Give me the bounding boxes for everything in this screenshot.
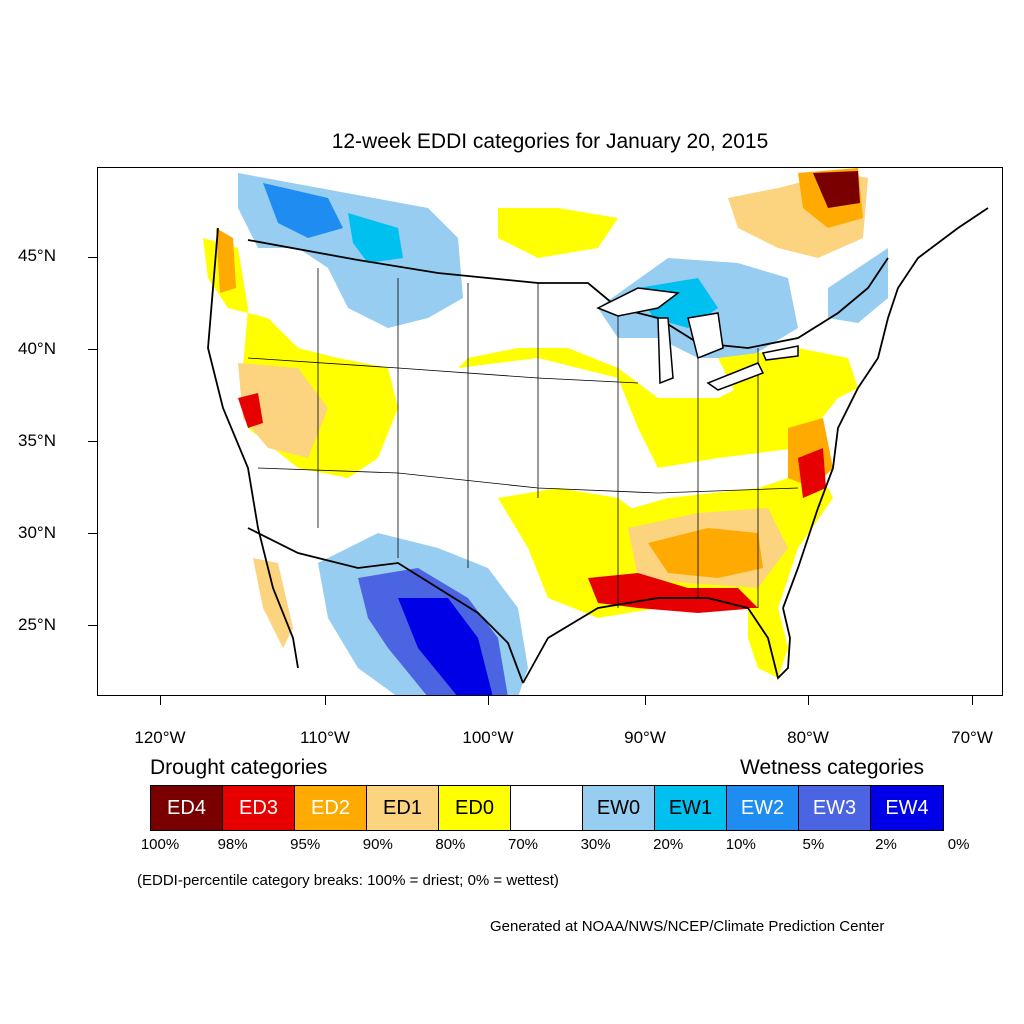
percentile-label: 0%	[947, 836, 970, 853]
legend-swatch-ew4: EW4	[871, 786, 943, 830]
percentile-label: 20%	[653, 836, 684, 853]
lon-tick	[972, 696, 973, 705]
category-legend: ED4 ED3 ED2 ED1 ED0 EW0 EW1 EW2 EW3 EW4	[150, 785, 944, 831]
percentile-label: 30%	[580, 836, 611, 853]
lon-label-120: 120°W	[134, 728, 186, 747]
legend-swatch-ed0: ED0	[439, 786, 511, 830]
drought-region-plains	[458, 348, 838, 468]
great-lakes	[596, 287, 799, 391]
percentile-label: 98%	[217, 836, 248, 853]
percentile-label: 100%	[140, 836, 180, 853]
wetness-heading: Wetness categories	[740, 756, 925, 779]
west-coastline	[207, 227, 299, 669]
percentile-label: 95%	[290, 836, 321, 853]
percentile-label: 10%	[725, 836, 756, 853]
wet-region-texas-deep	[398, 598, 493, 695]
legend-swatch-ed3: ED3	[223, 786, 295, 830]
legend-swatch-ed2: ED2	[295, 786, 367, 830]
wet-region-northwest-core2	[348, 213, 403, 263]
legend-swatch-ew2: EW2	[727, 786, 799, 830]
lat-label-35: 35°N	[18, 431, 56, 450]
lon-tick	[488, 696, 489, 705]
lon-tick	[645, 696, 646, 705]
gulf-coastline	[522, 597, 791, 684]
legend-swatch-neutral	[511, 786, 583, 830]
drought-heading: Drought categories	[150, 756, 328, 779]
wet-region-new-england	[828, 248, 888, 323]
state-lines	[247, 268, 799, 608]
percentile-label: 2%	[875, 836, 897, 853]
legend-swatch-ew3: EW3	[799, 786, 871, 830]
lat-label-45: 45°N	[18, 246, 56, 265]
percentile-label: 80%	[435, 836, 466, 853]
lon-label-100: 100°W	[462, 728, 514, 747]
percentile-label: 70%	[507, 836, 539, 853]
lat-tick	[88, 625, 97, 626]
lake-ontario	[761, 345, 799, 361]
us-mexico-border	[247, 527, 524, 684]
map-canvas	[203, 168, 989, 695]
lon-tick	[325, 696, 326, 705]
wetness-regions	[238, 173, 888, 695]
drought-region-carolina-core	[798, 448, 826, 498]
drought-region-northeast	[718, 348, 858, 408]
lat-label-40: 40°N	[18, 339, 56, 358]
eddi-map	[97, 167, 1003, 696]
lon-label-70: 70°W	[951, 728, 993, 747]
lat-tick	[88, 441, 97, 442]
drought-region-southeast-ed2	[648, 528, 763, 578]
lake-huron	[687, 312, 724, 360]
legend-swatch-ew1: EW1	[655, 786, 727, 830]
drought-region-oregon-coast	[216, 228, 236, 293]
percentile-label: 5%	[802, 836, 825, 853]
credit-text: Generated at NOAA/NWS/NCEP/Climate Predi…	[490, 918, 885, 935]
wet-region-northwest-core	[263, 183, 343, 238]
lake-superior	[596, 287, 680, 317]
lon-tick	[160, 696, 161, 705]
lat-tick	[88, 533, 97, 534]
lat-tick	[88, 349, 97, 350]
lon-tick	[808, 696, 809, 705]
lat-label-25: 25°N	[18, 615, 56, 634]
drought-region-florida	[748, 608, 788, 678]
drought-region-baja	[253, 558, 293, 648]
lat-label-30: 30°N	[18, 523, 56, 542]
lake-erie	[706, 362, 765, 391]
lat-tick	[88, 257, 97, 258]
drought-region-quebec-ed4	[813, 171, 860, 208]
legend-swatch-ed1: ED1	[367, 786, 439, 830]
lake-michigan	[657, 317, 674, 385]
drought-region-ontario	[498, 208, 618, 258]
legend-swatch-ew0: EW0	[583, 786, 655, 830]
east-coastline	[782, 207, 989, 609]
drought-regions	[203, 168, 868, 678]
lon-label-80: 80°W	[787, 728, 829, 747]
category-note: (EDDI-percentile category breaks: 100% =…	[137, 872, 559, 889]
lon-label-90: 90°W	[624, 728, 666, 747]
map-title: 12-week EDDI categories for January 20, …	[331, 130, 769, 153]
drought-region-great-basin	[238, 363, 328, 458]
lon-label-110: 110°W	[300, 728, 350, 747]
legend-swatch-ed4: ED4	[151, 786, 223, 830]
percentile-label: 90%	[362, 836, 393, 853]
drought-region-great-basin-core	[238, 393, 263, 428]
